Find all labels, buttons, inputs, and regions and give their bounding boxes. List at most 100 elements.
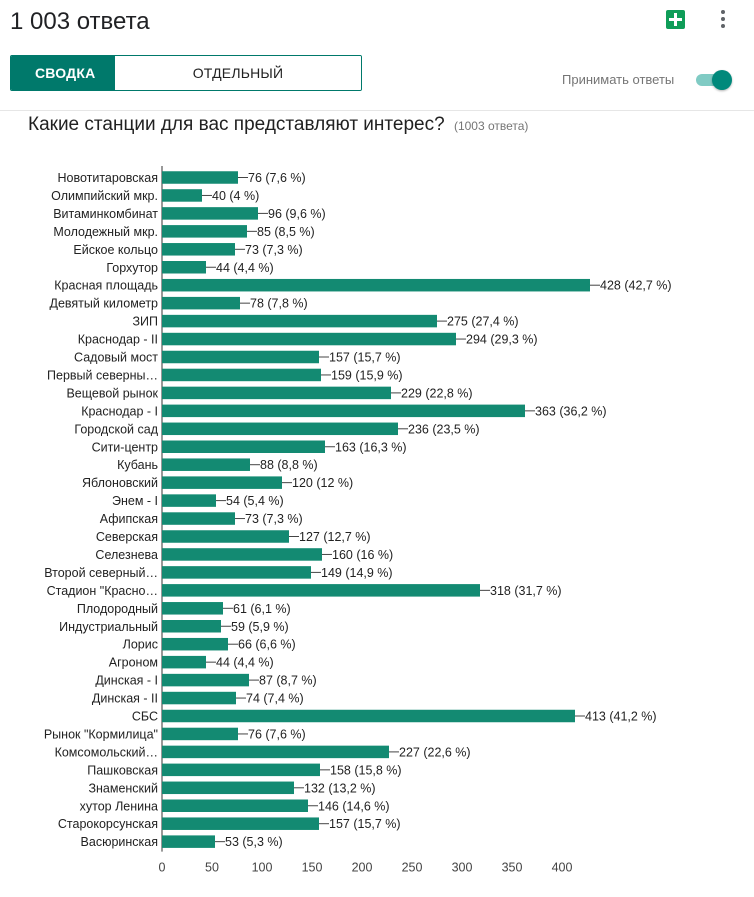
category-label: Горхутор xyxy=(106,261,158,275)
data-label: 76 (7,6 %) xyxy=(248,727,306,741)
data-label: 275 (27,4 %) xyxy=(447,315,519,329)
x-tick-label: 100 xyxy=(252,861,273,875)
data-label: 59 (5,9 %) xyxy=(231,620,289,634)
data-label: 127 (12,7 %) xyxy=(299,530,371,544)
view-tabs: СВОДКА ОТДЕЛЬНЫЙ ПОЛЬЗОВАТЕЛЬ xyxy=(10,55,362,91)
data-label: 53 (5,3 %) xyxy=(225,835,283,849)
data-label: 44 (4,4 %) xyxy=(216,656,274,670)
bar xyxy=(162,673,249,687)
bar xyxy=(162,368,321,382)
bar xyxy=(162,296,240,310)
bar xyxy=(162,781,294,795)
bar xyxy=(162,458,250,471)
data-label: 85 (8,5 %) xyxy=(257,225,315,239)
category-label: Краснодар - I xyxy=(81,404,158,418)
category-label: Кубань xyxy=(117,458,158,472)
data-label: 61 (6,1 %) xyxy=(233,602,291,616)
data-label: 44 (4,4 %) xyxy=(216,261,274,275)
bar xyxy=(162,799,308,812)
x-tick-label: 250 xyxy=(402,861,423,875)
bar xyxy=(162,620,221,633)
form-responses-header: 1 003 ответа СВОДКА ОТДЕЛЬНЫЙ ПОЛЬЗОВАТЕ… xyxy=(0,0,754,111)
x-tick-label: 150 xyxy=(302,861,323,875)
category-label: Витаминкомбинат xyxy=(53,207,158,221)
category-label: Вещевой рынок xyxy=(66,386,158,400)
data-label: 363 (36,2 %) xyxy=(535,404,607,418)
bar xyxy=(162,637,228,651)
bar xyxy=(162,655,206,669)
sheets-icon[interactable] xyxy=(666,10,685,29)
category-label: Молодежный мкр. xyxy=(53,225,158,239)
bar xyxy=(162,835,215,848)
data-label: 73 (7,3 %) xyxy=(245,512,303,526)
category-label: СБС xyxy=(132,710,158,724)
bar xyxy=(162,350,319,364)
data-label: 96 (9,6 %) xyxy=(268,207,326,221)
data-label: 413 (41,2 %) xyxy=(585,710,657,724)
x-tick-label: 50 xyxy=(205,861,219,875)
data-label: 428 (42,7 %) xyxy=(600,279,672,293)
bar xyxy=(162,386,391,400)
data-label: 227 (22,6 %) xyxy=(399,745,471,759)
category-label: Комсомольский… xyxy=(55,745,158,759)
category-label: Пашковская xyxy=(87,763,158,777)
data-label: 78 (7,8 %) xyxy=(250,297,308,311)
category-label: Знаменский xyxy=(88,781,158,795)
bar xyxy=(162,512,235,525)
bar xyxy=(162,727,238,741)
category-label: Селезнева xyxy=(95,548,158,562)
stations-bar-chart: Новотитаровская 76 (7,6 %) Олимпийский мкр… xyxy=(44,166,672,875)
data-label: 318 (31,7 %) xyxy=(490,584,562,598)
category-label: Первый северны… xyxy=(47,368,158,382)
category-label: Афипская xyxy=(100,512,158,526)
bar xyxy=(162,171,238,184)
category-label: Городской сад xyxy=(74,422,158,436)
accept-responses-toggle[interactable] xyxy=(696,70,732,90)
bar xyxy=(162,584,480,597)
bar xyxy=(162,243,235,256)
category-label: Лорис xyxy=(123,638,158,652)
bar xyxy=(162,476,282,489)
tab-individual[interactable]: ОТДЕЛЬНЫЙ ПОЛЬЗОВАТЕЛЬ xyxy=(115,56,361,90)
bar xyxy=(162,548,322,561)
category-label: Девятый километр xyxy=(50,297,159,311)
bar xyxy=(162,189,202,202)
category-label: Новотитаровская xyxy=(57,171,158,185)
category-label: Яблоновский xyxy=(82,476,158,490)
category-label: Агроном xyxy=(109,656,158,670)
category-label: ЗИП xyxy=(132,315,158,329)
category-label: Ейское кольцо xyxy=(73,243,158,257)
data-label: 74 (7,4 %) xyxy=(246,692,304,706)
data-label: 73 (7,3 %) xyxy=(245,243,303,257)
data-label: 229 (22,8 %) xyxy=(401,386,473,400)
data-label: 149 (14,9 %) xyxy=(321,566,393,580)
category-label: Красная площадь xyxy=(54,279,158,293)
x-tick-label: 400 xyxy=(552,861,573,875)
category-label: Индустриальный xyxy=(59,620,158,634)
more-options-icon[interactable] xyxy=(716,8,730,30)
bar xyxy=(162,602,223,615)
category-label: Краснодар - II xyxy=(78,333,158,347)
accept-responses-label: Принимать ответы xyxy=(562,72,675,87)
data-label: 163 (16,3 %) xyxy=(335,440,407,454)
category-label: Северская xyxy=(96,530,158,544)
data-label: 236 (23,5 %) xyxy=(408,422,480,436)
category-label: Старокорсунская xyxy=(58,817,158,831)
data-label: 132 (13,2 %) xyxy=(304,781,376,795)
x-tick-label: 200 xyxy=(352,861,373,875)
category-label: Динская - II xyxy=(92,692,158,706)
data-label: 54 (5,4 %) xyxy=(226,494,284,508)
x-tick-label: 350 xyxy=(502,861,523,875)
data-label: 146 (14,6 %) xyxy=(318,799,390,813)
data-label: 40 (4 %) xyxy=(212,189,259,203)
data-label: 87 (8,7 %) xyxy=(259,674,317,688)
response-count-title: 1 003 ответа xyxy=(10,8,150,35)
bar xyxy=(162,225,247,238)
question-response-count: (1003 ответа) xyxy=(453,119,529,133)
tab-summary[interactable]: СВОДКА xyxy=(11,56,115,90)
bar xyxy=(162,530,289,543)
data-label: 88 (8,8 %) xyxy=(260,458,318,472)
data-label: 76 (7,6 %) xyxy=(248,171,306,185)
question-title: Какие станции для вас представляют интер… xyxy=(28,114,528,136)
category-label: Стадион "Красно… xyxy=(47,584,158,598)
